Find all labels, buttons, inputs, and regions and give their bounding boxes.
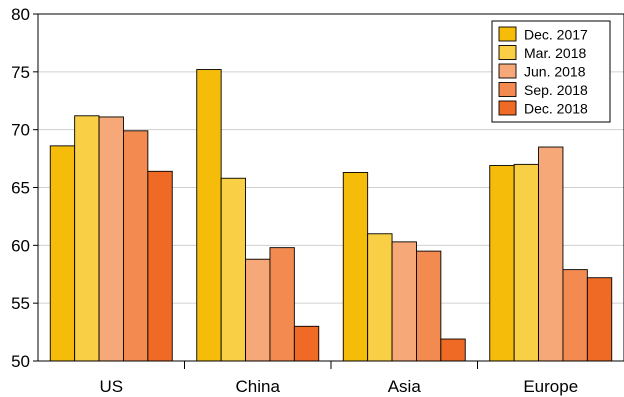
bar-jun-2018 (538, 146, 564, 362)
legend-label: Mar. 2018 (524, 45, 586, 61)
legend-swatch (498, 63, 517, 79)
x-tick-label: Europe (523, 377, 578, 396)
legend-label: Dec. 2017 (524, 27, 588, 43)
legend-swatch (498, 100, 517, 116)
legend-label: Dec. 2018 (524, 101, 588, 117)
legend-swatch (498, 82, 517, 97)
bar-mar-2018 (513, 163, 540, 362)
y-tick-label: 60 (11, 236, 30, 255)
x-tick-label: Asia (388, 377, 422, 396)
y-tick-label: 70 (11, 121, 30, 140)
y-tick-label: 75 (11, 63, 30, 82)
bar-dec-2017 (49, 145, 76, 362)
x-axis: US China Asia Europe (99, 361, 578, 396)
bar-mar-2018 (367, 233, 393, 362)
bar-mar-2018 (74, 115, 100, 362)
bar-sep-2018 (562, 269, 588, 362)
bar-sep-2018 (122, 130, 149, 362)
y-tick-label: 50 (11, 352, 30, 371)
x-tick-label: China (236, 377, 281, 396)
bar-jun-2018 (98, 116, 124, 362)
bar-mar-2018 (220, 177, 246, 362)
legend: Dec. 2017 Mar. 2018 Jun. 2018 Sep. 2018 Dec.… (491, 20, 611, 123)
x-tick-label: US (99, 377, 123, 396)
bar-dec-2017 (489, 165, 515, 362)
bar-dec-2018 (440, 338, 466, 362)
bar-dec-2018 (586, 277, 613, 362)
bar-dec-2017 (196, 69, 222, 362)
bar-sep-2018 (416, 250, 442, 362)
legend-swatch (498, 26, 517, 42)
y-tick-label: 55 (11, 294, 30, 313)
legend-label: Sep. 2018 (524, 82, 588, 98)
bar-jun-2018 (245, 258, 271, 362)
y-tick-label: 65 (11, 179, 30, 198)
bar-dec-2018 (147, 170, 173, 362)
y-axis: 50 55 60 65 70 75 80 (11, 5, 38, 371)
bar-sep-2018 (269, 247, 295, 362)
bar-dec-2017 (342, 172, 369, 362)
legend-label: Jun. 2018 (524, 64, 586, 80)
bars (49, 69, 613, 362)
y-tick-label: 80 (11, 5, 30, 24)
bar-dec-2018 (293, 325, 320, 362)
bar-jun-2018 (391, 241, 417, 362)
legend-swatch (498, 45, 517, 60)
